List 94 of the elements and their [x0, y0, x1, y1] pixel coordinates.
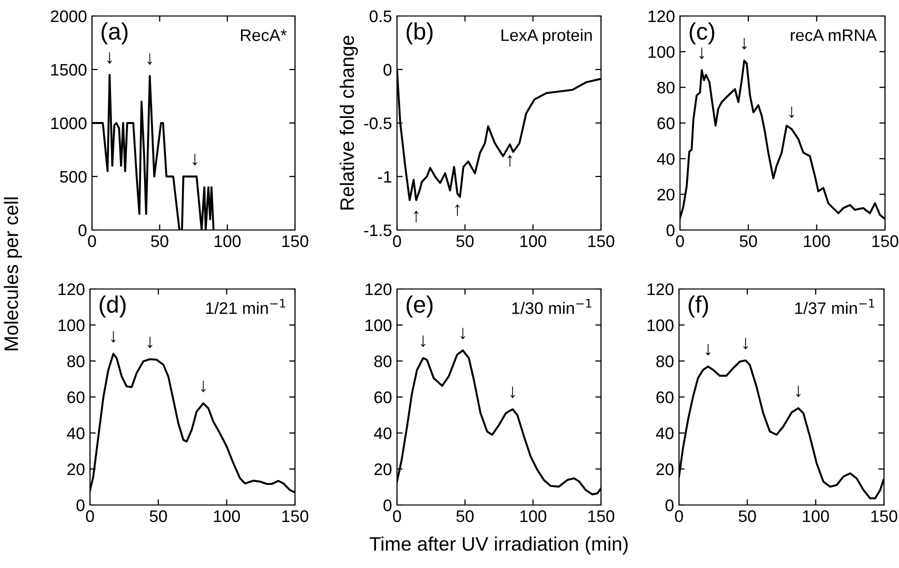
annotation: (c): [690, 22, 714, 44]
annotation: (e): [406, 295, 433, 318]
annotation: ↓: [743, 338, 748, 350]
y-tick-label: 80: [67, 355, 84, 368]
x-tick-label: 100: [803, 510, 829, 522]
x-tick-label: 150: [872, 235, 898, 248]
annotation: ↓: [789, 106, 794, 118]
y-tick-label: 0: [384, 64, 392, 76]
y-tick-label: 500: [60, 170, 86, 183]
annotation: LexA protein: [502, 28, 592, 44]
x-tick-label: 0: [675, 510, 683, 522]
x-tick-label: 100: [520, 510, 546, 522]
y-tick-label: 20: [656, 463, 674, 476]
x-tick-label: 50: [738, 510, 756, 522]
annotation: 1/30 min$^{−1}$: [512, 299, 592, 314]
annotation: ↓: [742, 38, 747, 50]
y-tick-label: 100: [648, 46, 674, 58]
annotation: ↓: [148, 336, 152, 348]
y-tick-label: 2000: [50, 10, 86, 22]
y-tick-label: 40: [656, 153, 674, 165]
x-tick-label: 50: [151, 235, 168, 248]
y-tick-label: -1.5: [364, 224, 392, 236]
annotation: 1/21 min$^{−1}$: [206, 299, 286, 314]
y-tick-label: 1000: [51, 117, 86, 130]
y-tick-label: 1500: [51, 64, 86, 76]
x-tick-label: 100: [214, 235, 241, 248]
x-tick-label: 0: [393, 235, 401, 248]
y-tick-label: 60: [374, 391, 392, 404]
annotation: recA mRNA: [790, 29, 877, 42]
annotation: RecA*: [241, 29, 287, 42]
y-tick-label: 0: [384, 499, 392, 512]
annotation: ↓: [510, 386, 515, 398]
y-tick-label: 120: [648, 10, 674, 22]
annotation: ↓: [699, 48, 704, 60]
y-tick-label: 100: [58, 319, 84, 332]
annotation: ↑: [508, 155, 512, 167]
y-tick-label: 100: [366, 319, 392, 332]
annotation: ↓: [111, 331, 116, 343]
y-tick-label: 40: [374, 427, 392, 440]
annotation: ↓: [148, 53, 152, 65]
annotation: ↓: [420, 336, 426, 348]
x-tick-label: 0: [676, 235, 684, 248]
y-axis-title: Relative fold change: [340, 36, 358, 210]
x-tick-label: 100: [520, 235, 546, 248]
y-tick-label: 0: [78, 224, 86, 236]
y-tick-label: 20: [67, 463, 84, 476]
x-axis-title: Time after UV irradiation (min): [370, 536, 628, 555]
y-tick-label: 100: [648, 319, 674, 332]
y-tick-label: 0: [76, 499, 84, 512]
y-tick-label: 80: [656, 355, 674, 368]
annotation: ↓: [107, 52, 112, 64]
y-tick-label: 0: [666, 499, 674, 512]
y-tick-label: 80: [374, 355, 392, 368]
x-tick-label: 150: [588, 510, 614, 522]
y-tick-label: -1: [378, 171, 392, 183]
x-tick-label: 150: [282, 510, 308, 522]
x-tick-label: 0: [88, 235, 96, 248]
annotation: ↓: [201, 380, 206, 392]
y-tick-label: 40: [66, 427, 84, 440]
x-tick-label: 50: [456, 235, 474, 248]
y-tick-label: 120: [648, 283, 674, 296]
y-tick-label: 120: [366, 283, 392, 296]
y-tick-label: 0.5: [370, 10, 392, 22]
x-tick-label: 50: [740, 235, 757, 248]
x-tick-label: 0: [393, 510, 401, 522]
annotation: (b): [406, 22, 433, 44]
y-tick-label: 80: [657, 82, 674, 94]
annotation: ↑: [455, 204, 460, 216]
annotation: ↓: [706, 344, 710, 356]
annotation: ↑: [414, 210, 418, 222]
annotation: (f): [688, 295, 708, 318]
y-tick-label: -0.5: [364, 117, 392, 130]
y-tick-label: 60: [67, 391, 84, 404]
x-tick-label: 100: [214, 510, 240, 522]
y-tick-label: 40: [656, 427, 674, 440]
x-tick-label: 100: [804, 235, 830, 248]
y-tick-label: 60: [657, 117, 674, 130]
annotation: (a): [102, 22, 128, 44]
y-tick-label: 120: [58, 283, 84, 296]
annotation: ↓: [460, 328, 466, 340]
x-tick-label: 50: [150, 510, 167, 522]
x-tick-label: 150: [282, 235, 308, 248]
y-tick-label: 20: [374, 463, 392, 476]
y-axis-title: Molecules per cell: [4, 197, 22, 350]
annotation: (d): [100, 295, 126, 318]
annotation: ↓: [192, 154, 198, 166]
x-tick-label: 150: [588, 235, 614, 248]
x-tick-label: 150: [871, 510, 898, 522]
y-tick-label: 60: [656, 391, 674, 404]
y-tick-label: 20: [657, 188, 674, 201]
y-tick-label: 0: [666, 224, 674, 236]
x-tick-label: 50: [456, 510, 474, 522]
annotation: 1/37 min$^{−1}$: [795, 299, 874, 314]
annotation: ↓: [796, 386, 801, 398]
